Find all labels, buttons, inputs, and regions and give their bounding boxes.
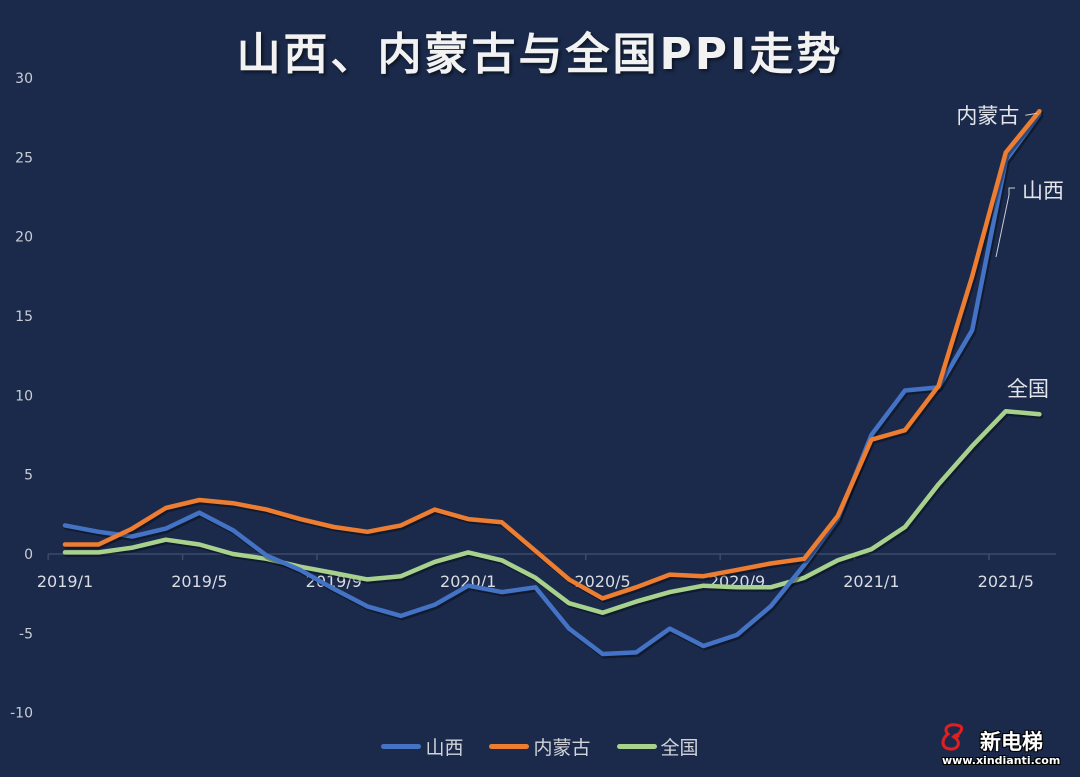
x-tick-label: 2021/1 bbox=[843, 572, 899, 591]
x-tick-label: 2020/5 bbox=[574, 572, 630, 591]
y-tick-label: 5 bbox=[24, 468, 33, 484]
y-axis: 30 25 20 15 10 5 0 -5 -10 bbox=[10, 71, 33, 722]
y-tick-label: 30 bbox=[15, 71, 33, 87]
series-line-2 bbox=[62, 408, 1042, 615]
legend-label: 全国 bbox=[660, 737, 699, 759]
watermark-url: www.xindianti.com bbox=[942, 754, 1061, 767]
legend-label: 山西 bbox=[425, 737, 464, 759]
legend-swatch-shanxi bbox=[381, 744, 422, 749]
legend-label: 内蒙古 bbox=[533, 737, 591, 759]
end-label-national: 全国 bbox=[1007, 377, 1049, 401]
leader-line bbox=[1025, 112, 1038, 116]
legend-item-shanxi: 山西 bbox=[381, 733, 463, 760]
y-tick-label: 20 bbox=[15, 230, 33, 246]
end-label-inner-mongolia: 内蒙古 bbox=[956, 104, 1019, 128]
series-shadow bbox=[64, 110, 1044, 603]
x-tick-label: 2019/1 bbox=[37, 572, 93, 591]
watermark-name: 新电梯 bbox=[980, 730, 1043, 754]
end-label-shanxi: 山西 bbox=[1022, 179, 1064, 203]
series-lines bbox=[62, 108, 1044, 659]
y-tick-label: -5 bbox=[19, 626, 33, 642]
legend-item-inner-mongolia: 内蒙古 bbox=[489, 733, 591, 760]
x-tick-label: 2019/5 bbox=[171, 572, 227, 591]
legend: 山西 内蒙古 全国 bbox=[0, 733, 1080, 760]
chart-title: 山西、内蒙古与全国PPI走势 bbox=[236, 29, 844, 80]
y-tick-label: 15 bbox=[15, 309, 33, 325]
watermark: 新电梯 www.xindianti.com bbox=[938, 722, 1073, 772]
leader-line bbox=[995, 187, 1015, 258]
legend-item-national: 全国 bbox=[616, 733, 699, 760]
legend-swatch-national bbox=[616, 744, 657, 749]
series-line-1 bbox=[62, 108, 1042, 601]
xindianti-logo-icon bbox=[941, 723, 964, 751]
y-tick-label: 25 bbox=[15, 150, 33, 166]
y-tick-label: -10 bbox=[10, 706, 33, 722]
series-line-0 bbox=[62, 112, 1042, 657]
y-tick-label: 0 bbox=[24, 547, 33, 563]
y-tick-label: 10 bbox=[15, 388, 33, 404]
legend-swatch-inner-mongolia bbox=[489, 744, 530, 749]
x-tick-label: 2021/5 bbox=[978, 572, 1034, 591]
